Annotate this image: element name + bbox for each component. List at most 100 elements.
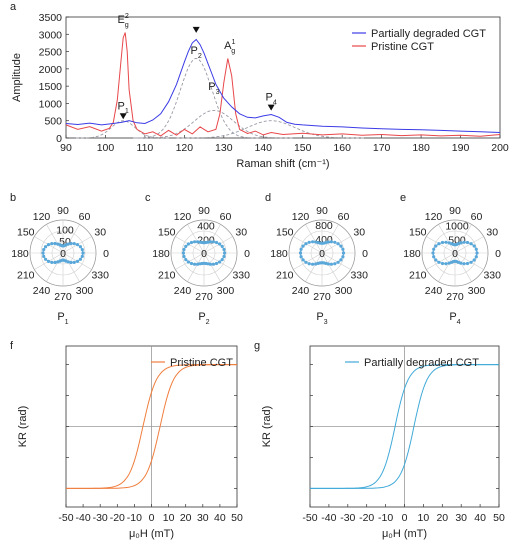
polar-data-point	[50, 242, 54, 246]
polar-angle-label: 60	[471, 211, 483, 223]
x-axis-label: μ₀H (mT)	[129, 528, 174, 540]
polar-angle-label: 120	[174, 211, 192, 223]
x-tick-label: 190	[452, 142, 470, 154]
polar-angle-label: 90	[57, 205, 69, 217]
x-tick-label: 0	[149, 512, 155, 524]
peak-label: P3	[208, 81, 219, 96]
polar-data-point	[440, 261, 445, 266]
polar-data-point	[198, 240, 202, 244]
polar-data-point	[299, 247, 303, 251]
polar-data-point	[447, 241, 451, 245]
hysteresis-branch-down	[310, 364, 499, 489]
polar-data-point	[437, 260, 441, 264]
polar-data-point	[53, 241, 57, 246]
polar-data-point	[341, 255, 345, 259]
polar-spoke	[321, 236, 351, 254]
polar-data-point	[311, 262, 315, 266]
y-tick-label: 3000	[39, 29, 63, 41]
polar-data-point	[46, 243, 51, 247]
polar-radial-label: 1000	[445, 221, 469, 233]
polar-radial-label: 100	[56, 224, 74, 236]
y-tick-label: 3500	[39, 12, 63, 24]
x-tick-label: 130	[215, 142, 233, 154]
polar-angle-label: 180	[270, 248, 288, 260]
panel-letter-c: c	[145, 192, 151, 204]
polar-angle-label: 300	[468, 285, 486, 297]
polar-angle-label: 150	[158, 227, 176, 239]
x-tick-label: -30	[93, 512, 108, 524]
polar-data-point	[472, 244, 476, 248]
polar-spoke	[187, 252, 205, 282]
x-tick-label: 20	[436, 512, 448, 524]
polar-spoke	[46, 224, 64, 254]
polar-data-point	[196, 240, 200, 244]
polar-data-point	[434, 244, 438, 248]
polar-data-point	[469, 260, 473, 264]
polar-data-point	[444, 240, 448, 244]
x-tick-label: 110	[137, 142, 154, 154]
panel-letter-b: b	[10, 192, 16, 204]
polar-spoke	[321, 224, 339, 254]
x-tick-label: -20	[359, 512, 374, 524]
polar-spoke	[203, 252, 221, 282]
fit-curve-P4	[176, 120, 366, 139]
polar-spoke	[438, 252, 456, 282]
polar-angle-label: 270	[54, 291, 72, 303]
polar-angle-label: 30	[353, 227, 365, 239]
polar-data-point	[301, 258, 305, 262]
polar-data-point	[431, 251, 435, 255]
polar-spoke	[62, 224, 80, 254]
polar-panel-label: P1	[57, 311, 68, 326]
polar-data-point	[220, 244, 224, 248]
polar-spoke	[203, 224, 221, 254]
panel-letter-a: a	[10, 1, 17, 13]
polar-spoke	[438, 224, 456, 254]
polar-angle-label: 240	[174, 285, 192, 297]
polar-data-point	[304, 260, 308, 264]
polar-data-point	[444, 262, 448, 266]
series-line-pristine	[65, 32, 501, 137]
polar-data-point	[69, 241, 73, 246]
x-tick-label: 160	[333, 142, 351, 154]
polar-data-point	[80, 254, 84, 258]
y-tick-label: 2500	[39, 47, 63, 59]
y-tick-label: 1000	[39, 98, 63, 110]
x-tick-label: -20	[110, 512, 125, 524]
polar-angle-label: 210	[17, 270, 35, 282]
polar-data-point	[301, 244, 305, 248]
polar-data-point	[434, 258, 438, 262]
panel-letter-d: d	[265, 192, 271, 204]
x-tick-label: -10	[127, 512, 142, 524]
polar-angle-label: 60	[79, 211, 91, 223]
polar-angle-label: 240	[292, 285, 310, 297]
polar-angle-label: 150	[409, 227, 427, 239]
polar-data-point	[316, 241, 320, 245]
polar-data-point	[326, 240, 330, 244]
polar-data-point	[475, 251, 479, 255]
polar-angle-label: 120	[292, 211, 310, 223]
polar-data-point	[462, 262, 466, 266]
polar-angle-label: 240	[425, 285, 443, 297]
polar-radial-label: 200	[197, 234, 215, 246]
polar-data-point	[440, 240, 445, 245]
legend-entry: Pristine CGT	[170, 357, 233, 369]
polar-data-point	[186, 260, 190, 264]
polar-data-point	[206, 262, 210, 266]
polar-angle-label: 300	[217, 285, 235, 297]
polar-data-point	[53, 260, 57, 265]
polar-spoke	[187, 224, 205, 254]
polar-angle-label: 30	[235, 227, 247, 239]
polar-data-point	[80, 248, 84, 252]
peak-label: P1	[118, 100, 129, 115]
peak-label: P4	[265, 92, 276, 107]
polar-data-point	[211, 240, 215, 244]
polar-data-point	[432, 255, 436, 259]
polar-data-point	[193, 262, 197, 266]
panel-letter-e: e	[400, 192, 406, 204]
panel-letter-f: f	[10, 340, 14, 352]
y-axis-label: KR (rad)	[261, 406, 273, 448]
polar-center-label: 0	[452, 248, 458, 260]
polar-data-point	[326, 262, 330, 266]
polar-data-point	[214, 240, 219, 245]
hysteresis-branch-down	[66, 364, 237, 489]
